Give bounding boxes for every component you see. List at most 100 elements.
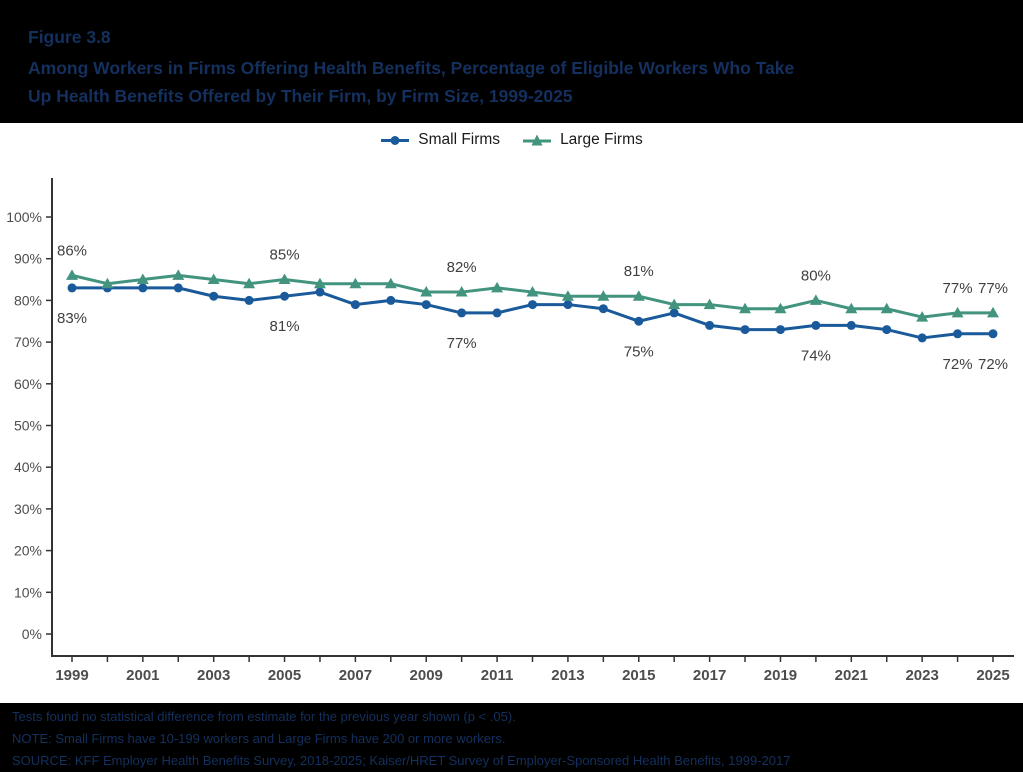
data-point-large-firms: [313, 277, 326, 289]
data-point-small-firms: [492, 308, 502, 318]
footnote-source: SOURCE: KFF Employer Health Benefits Sur…: [12, 753, 791, 768]
data-point-small-firms: [917, 333, 927, 343]
data-point-large-firms: [278, 273, 291, 285]
x-tick-label: 2013: [551, 667, 584, 684]
data-point-small-firms: [244, 295, 254, 305]
data-point-large-firms: [207, 273, 220, 285]
data-label: 83%: [57, 310, 87, 327]
data-point-large-firms: [455, 286, 468, 297]
y-tick-label: 0%: [22, 626, 42, 642]
data-point-small-firms: [528, 300, 537, 310]
data-point-large-firms: [420, 286, 433, 297]
data-point-small-firms: [811, 320, 821, 330]
data-label: 77%: [943, 280, 973, 297]
data-point-small-firms: [173, 283, 183, 293]
x-tick-label: 2021: [835, 667, 868, 684]
data-point-large-firms: [774, 302, 787, 314]
data-point-small-firms: [457, 308, 467, 318]
x-tick-label: 2001: [126, 667, 159, 684]
data-point-large-firms: [526, 286, 539, 297]
x-tick-label: 2017: [693, 667, 726, 684]
chart-panel: Small Firms Large Firms 0% 10% 20% 30% 40% 50…: [0, 123, 1023, 703]
x-tick-label: 2019: [764, 667, 797, 684]
data-point-small-firms: [634, 316, 644, 326]
data-point-small-firms: [386, 295, 396, 305]
figure-title-line-2: Up Health Benefits Offered by Their Firm…: [28, 86, 573, 106]
data-label: 85%: [270, 247, 300, 264]
data-point-large-firms: [703, 298, 716, 310]
data-label: 72%: [943, 356, 973, 373]
data-point-large-firms: [491, 281, 504, 293]
data-point-large-firms: [668, 298, 681, 310]
data-point-small-firms: [563, 300, 573, 310]
y-tick-label: 20%: [14, 543, 42, 559]
large-firms-marker-icon: [523, 134, 552, 145]
data-point-small-firms: [953, 329, 963, 339]
y-tick-label: 50%: [14, 418, 42, 434]
data-label: 81%: [270, 318, 300, 335]
data-point-large-firms: [987, 306, 999, 318]
data-point-small-firms: [988, 329, 998, 339]
data-point-large-firms: [136, 273, 149, 285]
data-label: 72%: [978, 356, 1008, 373]
data-point-small-firms: [882, 325, 892, 335]
data-point-large-firms: [632, 290, 645, 301]
data-point-large-firms: [739, 302, 752, 314]
chart-legend: Small Firms Large Firms: [0, 131, 1023, 149]
data-label: 82%: [447, 259, 477, 276]
data-point-large-firms: [880, 302, 893, 314]
y-tick-label: 40%: [14, 459, 42, 475]
legend-item-large-firms: Large Firms: [522, 131, 643, 149]
data-label: 77%: [978, 280, 1008, 297]
data-point-small-firms: [598, 304, 608, 314]
data-point-large-firms: [384, 277, 397, 289]
data-point-small-firms: [669, 308, 679, 318]
data-point-small-firms: [209, 291, 219, 301]
x-tick-label: 2011: [481, 667, 514, 684]
data-point-large-firms: [101, 277, 114, 289]
data-point-small-firms: [138, 283, 148, 293]
data-point-small-firms: [350, 300, 360, 310]
data-label: 86%: [57, 242, 87, 259]
data-point-large-firms: [597, 290, 610, 301]
data-point-small-firms: [846, 320, 856, 330]
data-point-large-firms: [561, 290, 574, 301]
x-tick-label: 2007: [339, 667, 372, 684]
data-point-large-firms: [243, 277, 256, 289]
y-tick-label: 70%: [14, 334, 42, 350]
data-label: 77%: [447, 335, 477, 352]
data-point-small-firms: [67, 283, 77, 293]
data-label: 80%: [801, 267, 831, 284]
figure-header: Figure 3.8 Among Workers in Firms Offeri…: [0, 0, 1023, 123]
data-point-large-firms: [349, 277, 362, 289]
x-tick-label: 1999: [55, 667, 88, 684]
x-tick-label: 2003: [197, 667, 230, 684]
legend-label-small-firms: Small Firms: [418, 131, 501, 148]
x-tick-label: 2015: [622, 667, 655, 684]
y-tick-label: 80%: [14, 292, 42, 308]
data-point-large-firms: [916, 311, 929, 322]
data-point-large-firms: [172, 269, 185, 280]
figure-title-line-1: Among Workers in Firms Offering Health B…: [28, 58, 795, 78]
data-point-large-firms: [845, 302, 858, 314]
x-tick-label: 2009: [410, 667, 443, 684]
legend-label-large-firms: Large Firms: [560, 131, 643, 148]
figure-footnotes: Tests found no statistical difference fr…: [0, 703, 1023, 770]
data-label: 75%: [624, 343, 654, 360]
footnote-stat-test: Tests found no statistical difference fr…: [12, 709, 516, 724]
data-point-large-firms: [66, 269, 78, 280]
y-tick-label: 10%: [14, 584, 42, 600]
data-label: 81%: [624, 263, 654, 280]
x-tick-label: 2005: [268, 667, 301, 684]
data-point-small-firms: [775, 325, 785, 335]
small-firms-marker-icon: [381, 135, 410, 145]
x-tick-label: 2023: [905, 667, 938, 684]
data-point-large-firms: [951, 306, 964, 318]
legend-item-small-firms: Small Firms: [380, 131, 500, 149]
data-point-small-firms: [421, 300, 431, 310]
data-point-small-firms: [315, 287, 325, 297]
footnote-note: NOTE: Small Firms have 10-199 workers an…: [12, 731, 506, 746]
data-point-small-firms: [740, 325, 750, 335]
line-chart: 0% 10% 20% 30% 40% 50% 60% 70% 80% 90% 100% 1999 200…: [6, 178, 1014, 684]
